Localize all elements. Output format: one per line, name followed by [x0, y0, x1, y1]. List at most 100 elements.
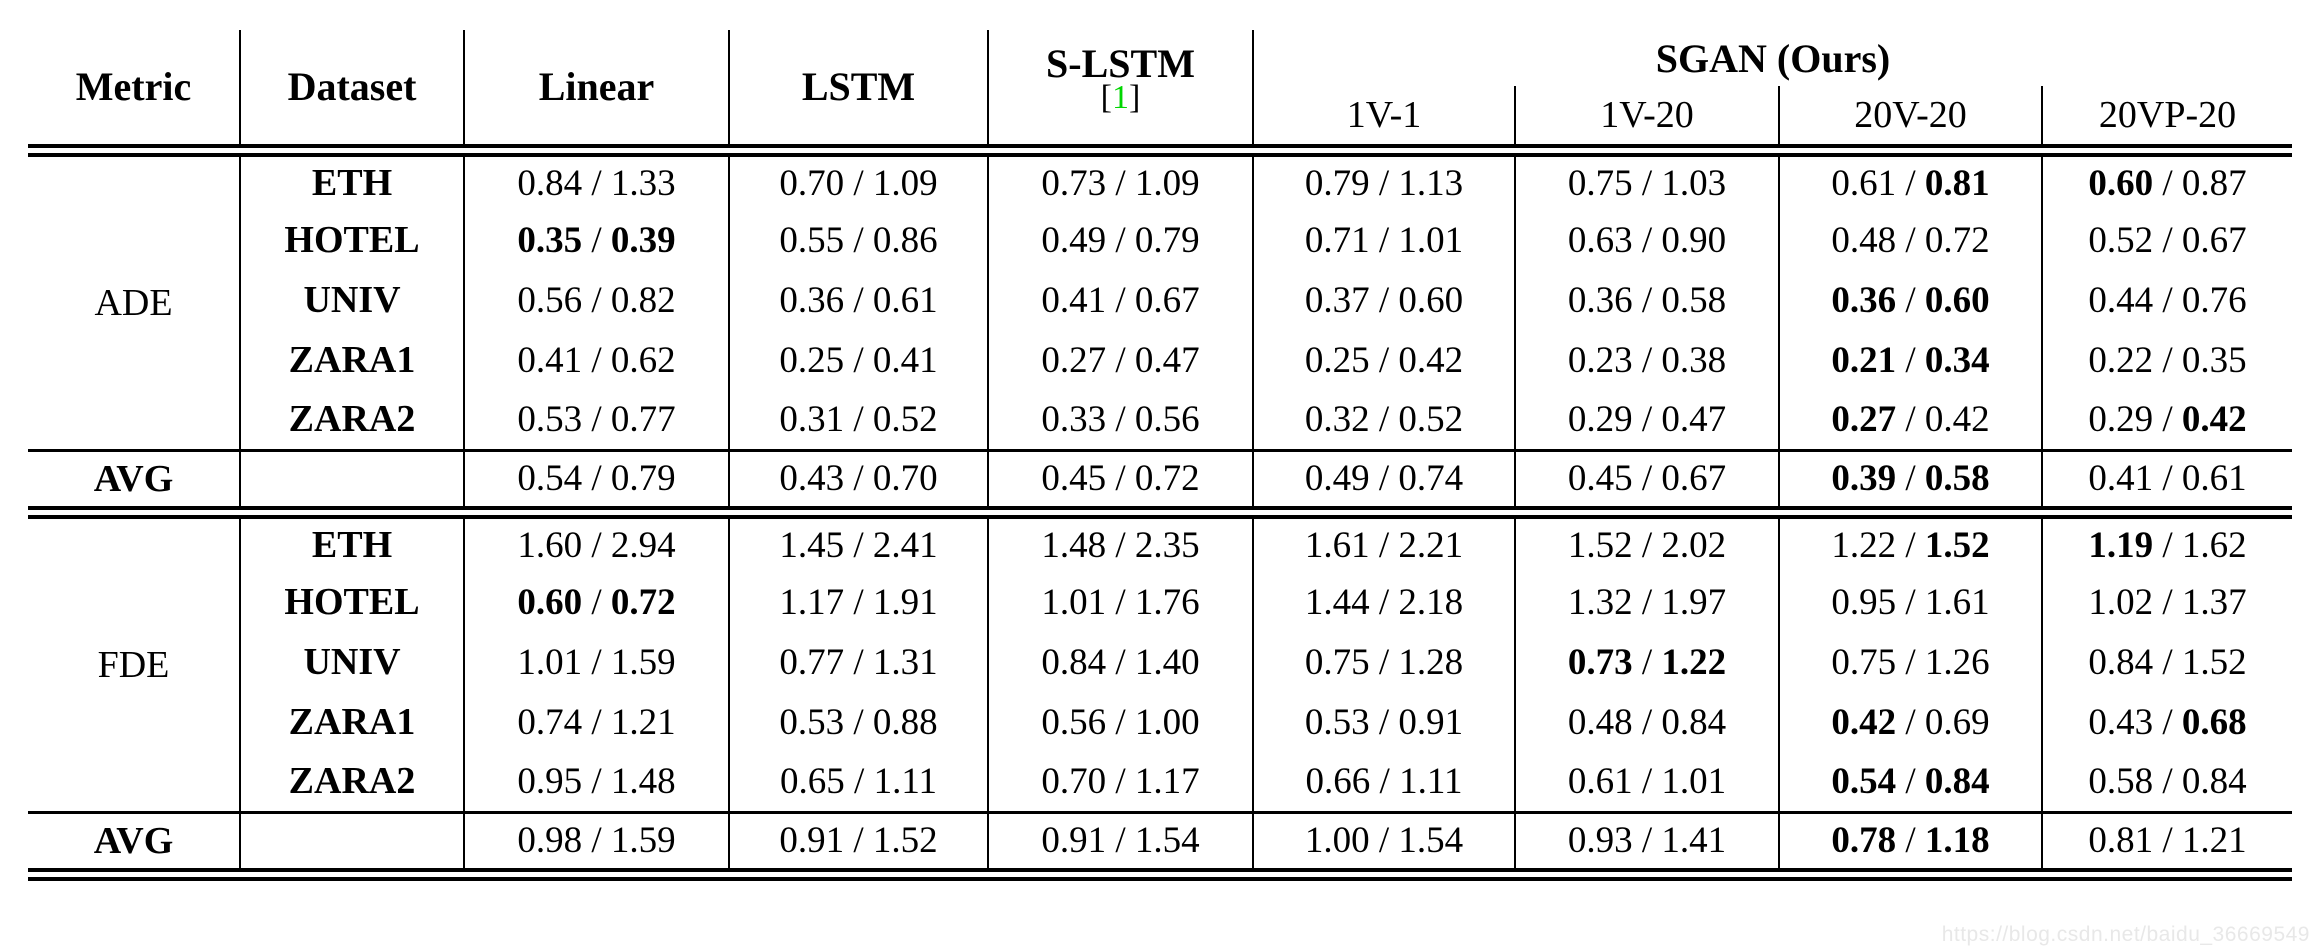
- value-second: 1.97: [1661, 581, 1727, 623]
- table-header: Metric Dataset Linear LSTM S-LSTM [1] SG…: [28, 30, 2293, 157]
- value-first: 0.84: [2088, 641, 2154, 683]
- value-cell: 0.75 / 1.03: [1514, 150, 1779, 210]
- value-second: 0.84: [2181, 760, 2247, 802]
- value-first: 0.52: [2088, 219, 2154, 261]
- value-second: 1.33: [610, 162, 676, 204]
- value-separator: /: [1896, 398, 1925, 440]
- value-first: 0.48: [1831, 219, 1897, 261]
- value-first: 0.60: [2088, 162, 2154, 204]
- value-cell: 0.37 / 0.60: [1252, 270, 1515, 330]
- value-cell: 0.36 / 0.58: [1514, 270, 1779, 330]
- value-separator: /: [844, 279, 873, 321]
- value-second: 0.86: [872, 219, 938, 261]
- value-cell: 0.61 / 0.81: [1778, 150, 2042, 210]
- value-second: 0.88: [872, 701, 938, 743]
- value-cell: 0.53 / 0.91: [1252, 692, 1515, 752]
- value-cell: 0.65 / 1.11: [728, 752, 988, 812]
- value-cell: 0.54 / 0.79: [463, 448, 729, 519]
- value-cell: 0.27 / 0.47: [987, 330, 1253, 390]
- value-separator: /: [2153, 398, 2182, 440]
- value-first: 0.66: [1305, 760, 1371, 802]
- value-first: 0.91: [1041, 820, 1107, 861]
- value-cell: 0.32 / 0.52: [1252, 390, 1515, 450]
- value-first: 1.52: [1567, 524, 1633, 566]
- value-second: 1.62: [2181, 524, 2247, 566]
- value-cell: 0.78 / 1.18: [1778, 810, 2042, 881]
- col-header-20vp-20: 20VP-20: [2040, 86, 2293, 157]
- value-first: 0.45: [1567, 458, 1633, 499]
- value-first: 0.36: [1831, 279, 1897, 321]
- value-first: 0.70: [779, 162, 845, 204]
- table-row-fde-zara1: ZARA1 0.74 / 1.21 0.53 / 0.88 0.56 / 1.00 0.…: [28, 692, 2293, 752]
- value-separator: /: [2153, 581, 2182, 623]
- value-first: 0.98: [517, 820, 583, 861]
- value-separator: /: [1632, 760, 1662, 802]
- avg-label-fde: AVG: [28, 810, 240, 881]
- value-second: 1.54: [1134, 820, 1200, 861]
- value-separator: /: [2153, 279, 2182, 321]
- value-first: 0.32: [1304, 398, 1370, 440]
- value-second: 1.28: [1398, 641, 1464, 683]
- value-second: 0.77: [610, 398, 676, 440]
- value-second: 0.67: [1661, 458, 1727, 499]
- table-row-fde-eth: FDE ETH 1.60 / 2.94 1.45 / 2.41 1.48 / 2.35 1…: [28, 512, 2293, 686]
- value-second: 1.00: [1134, 701, 1200, 743]
- value-separator: /: [1632, 458, 1662, 499]
- value-second: 1.11: [1399, 760, 1463, 802]
- value-separator: /: [582, 398, 611, 440]
- col-header-20v-20: 20V-20: [1778, 86, 2042, 157]
- value-first: 0.44: [2088, 279, 2154, 321]
- value-cell: 0.42 / 0.69: [1778, 692, 2042, 752]
- value-separator: /: [1632, 820, 1662, 861]
- value-second: 0.79: [610, 458, 676, 499]
- value-second: 1.22: [1661, 641, 1727, 683]
- value-second: 0.67: [2181, 219, 2247, 261]
- value-cell: 0.49 / 0.79: [987, 210, 1253, 270]
- value-second: 1.09: [1134, 162, 1200, 204]
- citation-number: 1: [1112, 79, 1129, 116]
- value-first: 0.54: [1831, 760, 1897, 802]
- value-cell: 0.48 / 0.84: [1514, 692, 1779, 752]
- value-second: 1.09: [872, 162, 938, 204]
- col-header-dataset: Dataset: [239, 30, 464, 157]
- value-separator: /: [1896, 339, 1925, 381]
- value-second: 2.35: [1134, 524, 1200, 566]
- value-separator: /: [1106, 279, 1135, 321]
- value-separator: /: [1106, 339, 1135, 381]
- value-cell: 0.25 / 0.42: [1252, 330, 1515, 390]
- value-first: 0.75: [1831, 641, 1897, 683]
- value-cell: 1.01 / 1.59: [463, 632, 729, 692]
- value-second: 1.11: [873, 760, 937, 802]
- value-second: 1.31: [872, 641, 938, 683]
- value-first: 0.27: [1831, 398, 1897, 440]
- col-header-slstm: S-LSTM [1]: [987, 30, 1253, 157]
- value-first: 0.43: [2088, 701, 2154, 743]
- value-second: 2.21: [1398, 524, 1464, 566]
- value-second: 0.61: [2181, 458, 2247, 499]
- value-cell: 0.63 / 0.90: [1514, 210, 1779, 270]
- value-first: 0.36: [1567, 279, 1633, 321]
- dataset-label: ZARA2: [239, 752, 464, 812]
- value-second: 1.17: [1134, 760, 1200, 802]
- value-second: 0.58: [1924, 458, 1990, 499]
- col-header-lstm: LSTM: [728, 30, 988, 157]
- watermark-url: https://blog.csdn.net/baidu_36669549: [1941, 923, 2310, 946]
- value-first: 0.65: [780, 760, 845, 802]
- value-first: 0.61: [1567, 760, 1633, 802]
- value-cell: 0.53 / 0.88: [728, 692, 988, 752]
- value-cell: 0.41 / 0.62: [463, 330, 729, 390]
- value-first: 0.35: [517, 219, 583, 261]
- value-first: 0.49: [1041, 219, 1107, 261]
- citation-ref[interactable]: [1]: [989, 81, 1252, 115]
- value-separator: /: [1106, 641, 1135, 683]
- value-separator: /: [2153, 524, 2182, 566]
- value-separator: /: [1632, 641, 1662, 683]
- value-first: 0.53: [517, 398, 583, 440]
- value-first: 0.53: [1304, 701, 1370, 743]
- value-cell: 0.61 / 1.01: [1514, 752, 1779, 812]
- value-cell: 1.60 / 2.94: [463, 512, 729, 572]
- table-row-ade-eth: ADE ETH 0.84 / 1.33 0.70 / 1.09 0.73 / 1.09 0…: [28, 150, 2293, 324]
- value-cell: 0.66 / 1.11: [1252, 752, 1515, 812]
- value-second: 1.41: [1661, 820, 1727, 861]
- value-first: 0.56: [517, 279, 583, 321]
